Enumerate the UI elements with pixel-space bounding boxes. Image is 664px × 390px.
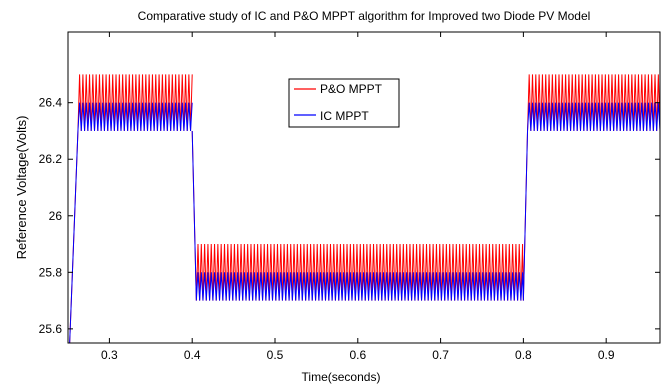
chart-title: Comparative study of IC and P&O MPPT alg…: [138, 9, 591, 23]
y-tick-label: 26: [49, 209, 63, 223]
legend-label-ic: IC MPPT: [320, 109, 369, 123]
x-tick-label: 0.7: [432, 348, 449, 362]
legend-label-po: P&O MPPT: [320, 82, 383, 96]
y-tick-label: 25.6: [39, 322, 63, 336]
legend-box: [288, 78, 400, 128]
x-tick-label: 0.8: [515, 348, 532, 362]
legend: P&O MPPT IC MPPT: [288, 78, 400, 128]
y-axis-label: Reference Voltage(Volts): [14, 116, 29, 260]
x-tick-label: 0.5: [267, 348, 284, 362]
axis-ticks: 0.3 0.4 0.5 0.6 0.7 0.8 0.9 25.6 25.8 26 26.2 26.4: [39, 32, 660, 362]
series-line-ic-mppt: [69, 102, 660, 343]
x-tick-label: 0.4: [184, 348, 201, 362]
x-tick-label: 0.9: [598, 348, 615, 362]
y-tick-label: 26.4: [39, 96, 63, 110]
y-tick-label: 26.2: [39, 152, 63, 166]
x-axis-label: Time(seconds): [302, 370, 381, 384]
x-tick-label: 0.3: [101, 348, 118, 362]
series-layer: [69, 74, 660, 343]
y-tick-label: 25.8: [39, 265, 63, 279]
x-tick-label: 0.6: [349, 348, 366, 362]
plot-frame: [67, 31, 661, 344]
